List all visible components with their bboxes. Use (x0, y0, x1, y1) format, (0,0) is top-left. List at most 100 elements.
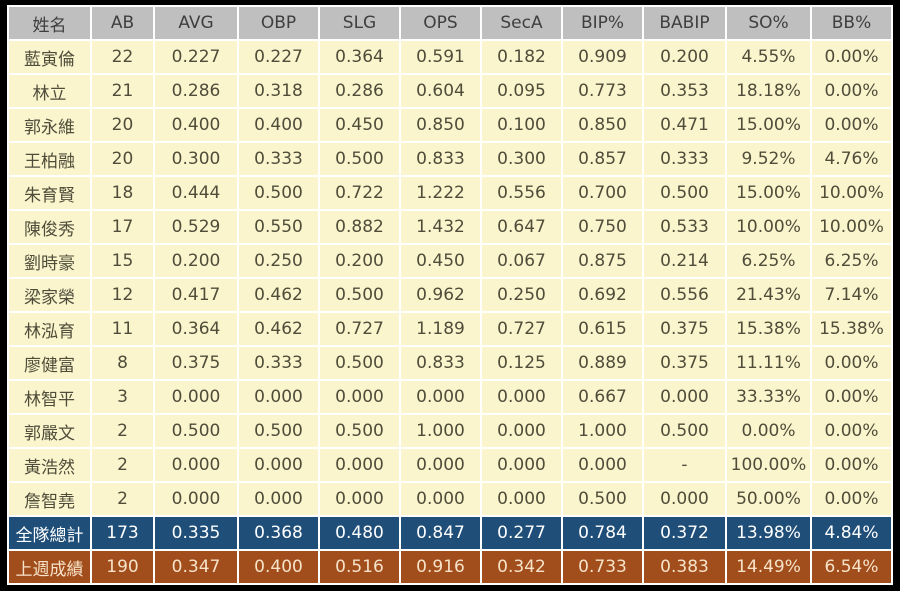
player-name-cell: 林立 (7, 73, 92, 109)
stat-cell: 0.000 (480, 447, 563, 483)
column-header: BB% (810, 5, 893, 41)
stat-cell: 0.250 (237, 243, 320, 279)
stat-cell: 0.000 (318, 481, 401, 517)
stat-cell: 0.372 (642, 515, 727, 551)
stat-cell: 0.727 (480, 311, 563, 347)
player-row: 郭永維 20 0.400 0.400 0.450 0.850 0.100 0.850 0.471… (7, 107, 893, 143)
stat-cell: 6.25% (725, 243, 812, 279)
player-row: 朱育賢 18 0.444 0.500 0.722 1.222 0.556 0.700 0.500… (7, 175, 893, 211)
stat-cell: 0.727 (318, 311, 401, 347)
stat-cell: 0.000 (399, 447, 482, 483)
stat-cell: 1.189 (399, 311, 482, 347)
stat-cell: 6.54% (810, 549, 893, 585)
stat-cell: 0.875 (561, 243, 644, 279)
column-header: SecA (480, 5, 563, 41)
stat-cell: 17 (90, 209, 155, 245)
stat-cell: 1.000 (561, 413, 644, 449)
stat-cell: 10.00% (810, 209, 893, 245)
stat-cell: 0.000 (399, 481, 482, 517)
stat-cell: 0.100 (480, 107, 563, 143)
stat-cell: 21.43% (725, 277, 812, 313)
stat-cell: 12 (90, 277, 155, 313)
stat-cell: 0.347 (153, 549, 239, 585)
player-name-cell: 梁家榮 (7, 277, 92, 313)
stat-cell: 0.333 (642, 141, 727, 177)
stat-cell: 10.00% (725, 209, 812, 245)
player-name-cell: 詹智堯 (7, 481, 92, 517)
player-name-cell: 郭永維 (7, 107, 92, 143)
stat-cell: 0.591 (399, 39, 482, 75)
stat-cell: 0.286 (153, 73, 239, 109)
stat-cell: 0.750 (561, 209, 644, 245)
stat-cell: 9.52% (725, 141, 812, 177)
stat-cell: 0.00% (810, 107, 893, 143)
stat-cell: 0.182 (480, 39, 563, 75)
stat-cell: 0.227 (153, 39, 239, 75)
player-name-cell: 黃浩然 (7, 447, 92, 483)
stat-cell: 0.400 (153, 107, 239, 143)
stat-cell: 0.00% (810, 447, 893, 483)
stat-cell: 0.647 (480, 209, 563, 245)
stat-cell: 0.375 (642, 345, 727, 381)
column-header: BABIP (642, 5, 727, 41)
stat-cell: 0.417 (153, 277, 239, 313)
stat-cell: 0.700 (561, 175, 644, 211)
stat-cell: 0.692 (561, 277, 644, 313)
stat-cell: 0.00% (810, 481, 893, 517)
player-name-cell: 郭嚴文 (7, 413, 92, 449)
stat-cell: 0.556 (480, 175, 563, 211)
stat-cell: 0.000 (399, 379, 482, 415)
stat-cell: 0.850 (399, 107, 482, 143)
stat-cell: 0.214 (642, 243, 727, 279)
stat-cell: 0.909 (561, 39, 644, 75)
stat-cell: 0.200 (153, 243, 239, 279)
stat-cell: 18 (90, 175, 155, 211)
stat-cell: 0.00% (725, 413, 812, 449)
column-header: 姓名 (7, 5, 92, 41)
stat-cell: 2 (90, 447, 155, 483)
stat-cell: 15.00% (725, 107, 812, 143)
stat-cell: 0.604 (399, 73, 482, 109)
stat-cell: 0.000 (237, 379, 320, 415)
player-row: 黃浩然 2 0.000 0.000 0.000 0.000 0.000 0.000-100.0… (7, 447, 893, 483)
stat-cell: 1.222 (399, 175, 482, 211)
stat-cell: 0.462 (237, 277, 320, 313)
stat-cell: 0.067 (480, 243, 563, 279)
column-header: AB (90, 5, 155, 41)
stat-cell: 0.00% (810, 345, 893, 381)
stat-cell: 0.200 (318, 243, 401, 279)
summary-label-cell: 全隊總計 (7, 515, 92, 551)
stat-cell: 0.450 (318, 107, 401, 143)
stat-cell: 0.400 (237, 549, 320, 585)
stat-cell: 0.500 (642, 413, 727, 449)
team-total-row: 全隊總計 173 0.335 0.368 0.480 0.847 0.277 0.784 0.3… (7, 515, 893, 551)
stat-cell: 0.400 (237, 107, 320, 143)
stat-cell: 0.500 (318, 141, 401, 177)
stat-cell: 0.000 (153, 447, 239, 483)
stat-cell: 0.300 (480, 141, 563, 177)
stat-cell: 0.000 (480, 379, 563, 415)
column-header: BIP% (561, 5, 644, 41)
stat-cell: 0.962 (399, 277, 482, 313)
player-row: 郭嚴文 2 0.500 0.500 0.500 1.000 0.000 1.000 0.500 0… (7, 413, 893, 449)
stat-cell: 190 (90, 549, 155, 585)
stat-cell: 0.667 (561, 379, 644, 415)
stat-cell: 18.18% (725, 73, 812, 109)
stat-cell: 15 (90, 243, 155, 279)
stat-cell: 0.342 (480, 549, 563, 585)
stat-cell: 0.444 (153, 175, 239, 211)
stat-cell: 1.000 (399, 413, 482, 449)
stat-cell: 0.773 (561, 73, 644, 109)
stat-cell: 1.432 (399, 209, 482, 245)
stat-cell: 4.55% (725, 39, 812, 75)
stat-cell: 100.00% (725, 447, 812, 483)
summary-label-cell: 上週成績 (7, 549, 92, 585)
stat-cell: 0.000 (153, 481, 239, 517)
player-name-cell: 林智平 (7, 379, 92, 415)
header-row: 姓名 AB AVG OBP SLG OPS SecA BIP% BABIP SO% BB% (7, 5, 893, 41)
stat-cell: 0.000 (237, 481, 320, 517)
stat-cell: 0.00% (810, 379, 893, 415)
batting-stats-table: 姓名 AB AVG OBP SLG OPS SecA BIP% BABIP SO% BB% 藍寅倫 2… (7, 5, 893, 585)
stat-cell: 4.76% (810, 141, 893, 177)
stat-cell: 0.500 (318, 413, 401, 449)
